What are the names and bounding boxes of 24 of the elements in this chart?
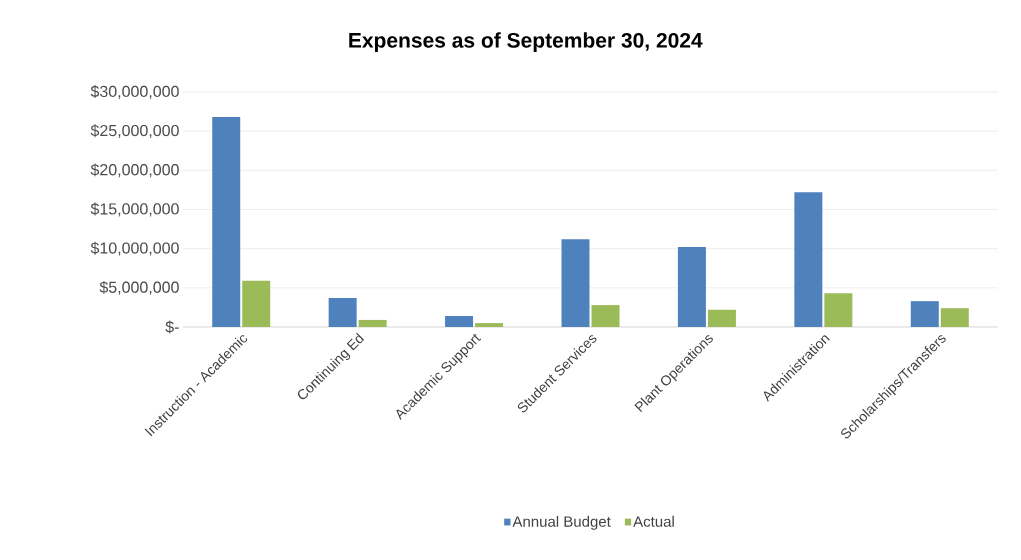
bar <box>910 301 939 327</box>
y-tick-label: $30,000,000 <box>90 85 179 99</box>
bar <box>591 305 620 327</box>
bar <box>242 280 271 327</box>
chart-title: Expenses as of September 30, 2024 <box>349 32 703 52</box>
bar <box>824 293 853 327</box>
bar <box>561 239 590 327</box>
y-tick-label: $20,000,000 <box>90 163 179 178</box>
bar <box>328 298 357 327</box>
y-tick-label: $5,000,000 <box>99 280 179 295</box>
bar <box>212 117 241 327</box>
legend-label: Actual <box>633 515 674 527</box>
bar <box>445 316 474 327</box>
bar <box>794 192 823 327</box>
bar <box>940 308 969 327</box>
y-tick-label: $15,000,000 <box>90 202 179 217</box>
bar <box>358 319 387 327</box>
bar <box>475 323 504 327</box>
y-tick-label: $25,000,000 <box>90 124 179 139</box>
bar <box>707 309 736 327</box>
legend-label: Annual Budget <box>512 515 611 530</box>
y-tick-label: $10,000,000 <box>90 241 179 256</box>
y-tick-label: $- <box>165 320 179 334</box>
bar <box>677 247 706 327</box>
